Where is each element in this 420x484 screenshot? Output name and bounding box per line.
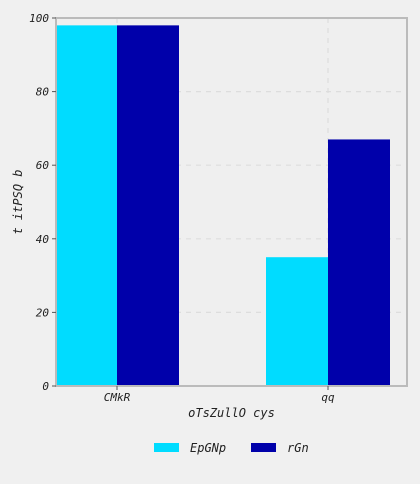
y-tick-label: 60 (36, 159, 50, 172)
x-axis-title: oTsZullO cys (188, 406, 275, 420)
legend: EpGNp rGn (154, 441, 309, 455)
x-axis-ticks: CMkR qq (104, 386, 335, 404)
bar-EpGNp-CMkR (55, 25, 117, 387)
bar-rGn-qq (328, 139, 390, 386)
legend-swatch-EpGNp (154, 443, 179, 452)
y-tick-label: 100 (29, 12, 49, 25)
y-axis-title: t itPSQ b (11, 169, 25, 234)
bar-rGn-CMkR (117, 25, 179, 387)
bar-EpGNp-qq (266, 257, 328, 386)
x-tick-label: qq (321, 391, 335, 404)
legend-label-rGn: rGn (287, 441, 309, 455)
y-axis-ticks: 0 20 40 60 80 100 (29, 12, 56, 393)
y-tick-label: 20 (36, 306, 50, 319)
plot-frame (55, 17, 408, 387)
legend-label-EpGNp: EpGNp (190, 441, 226, 455)
legend-swatch-rGn (251, 443, 276, 452)
x-tick-label: CMkR (104, 391, 131, 404)
y-tick-label: 40 (36, 233, 50, 246)
bars (55, 25, 390, 387)
y-tick-label: 80 (36, 86, 50, 99)
y-tick-label: 0 (42, 380, 49, 393)
